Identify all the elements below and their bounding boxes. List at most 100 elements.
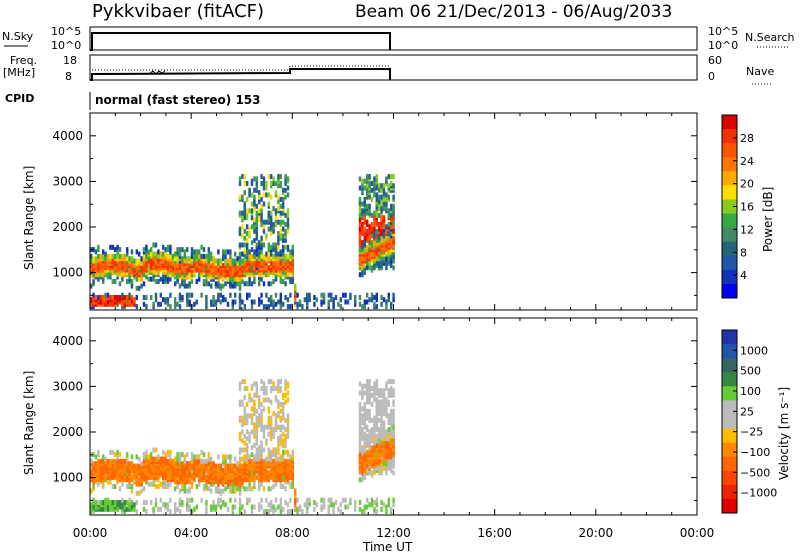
power-echo-cell [260, 299, 263, 305]
velocity-echo-cell [226, 481, 230, 487]
power-echo-cell [106, 253, 110, 259]
power-echo-cell [178, 247, 182, 253]
power-echo-cell [380, 301, 383, 307]
velocity-echo-cell [375, 401, 378, 407]
velocity-echo-cell [116, 458, 119, 464]
power-echo-cell [354, 295, 357, 300]
velocity-echo-cell [219, 488, 222, 494]
velocity-echo-cell [246, 401, 249, 407]
power-echo-cell [253, 176, 256, 182]
velocity-echo-cell [387, 388, 390, 394]
velocity-echo-cell [260, 497, 263, 503]
velocity-echo-cell [250, 413, 254, 419]
velocity-echo-cell [202, 484, 206, 489]
power-echo-cell [190, 247, 194, 253]
power-echo-cell [358, 272, 362, 278]
velocity-echo-cell [200, 470, 203, 476]
velocity-echo-cell [92, 484, 95, 489]
velocity-echo-cell [270, 386, 273, 391]
power-echo-cell [162, 263, 165, 268]
power-echo-cell [241, 174, 244, 180]
velocity-colorbar-segment [722, 414, 737, 430]
velocity-echo-cell [366, 388, 369, 394]
velocity-echo-cell [385, 429, 388, 435]
power-echo-cell [291, 276, 294, 282]
power-echo-cell [92, 256, 95, 262]
power-echo-cell [238, 281, 242, 287]
velocity-echo-cell [378, 388, 381, 394]
velocity-echo-cell [226, 463, 230, 469]
power-echo-cell [262, 228, 266, 234]
power-echo-cell [390, 181, 393, 186]
power-echo-cell [217, 258, 220, 264]
power-echo-cell [234, 299, 237, 305]
velocity-echo-cell [385, 509, 388, 515]
velocity-echo-cell [267, 447, 270, 453]
power-echo-cell [358, 226, 362, 232]
velocity-echo-cell [270, 415, 273, 421]
velocity-echo-cell [116, 500, 119, 505]
velocity-echo-cell [282, 438, 285, 444]
power-echo-cell [358, 176, 362, 182]
power-echo-cell [358, 212, 362, 218]
velocity-echo-cell [385, 461, 388, 467]
velocity-echo-cell [238, 447, 242, 453]
power-echo-cell [286, 176, 290, 182]
velocity-echo-cell [286, 422, 290, 428]
velocity-echo-cell [133, 463, 136, 469]
velocity-echo-cell [229, 454, 232, 460]
power-echo-cell [373, 226, 376, 232]
power-echo-cell [390, 203, 393, 209]
velocity-echo-cell [390, 386, 393, 391]
power-echo-cell [267, 201, 270, 207]
velocity-echo-cell [262, 447, 266, 453]
velocity-echo-cell [250, 397, 254, 403]
velocity-echo-cell [174, 486, 177, 492]
power-echo-cell [243, 281, 246, 287]
power-echo-cell [174, 256, 177, 262]
velocity-echo-cell [344, 497, 347, 503]
power-echo-cell [142, 301, 146, 307]
power-y-tick-label: 1000 [52, 266, 83, 280]
station-title: Pykkvibaer (fitACF) [92, 1, 264, 22]
power-echo-cell [109, 295, 112, 300]
velocity-echo-cell [241, 399, 244, 405]
velocity-echo-cell [282, 401, 285, 407]
velocity-echo-cell [387, 399, 390, 405]
velocity-echo-cell [238, 463, 242, 469]
power-echo-cell [102, 249, 105, 255]
velocity-echo-cell [258, 399, 261, 405]
power-echo-cell [282, 301, 285, 307]
velocity-y-axis-label: Slant Range [km] [22, 371, 36, 475]
power-echo-cell [267, 256, 270, 262]
velocity-echo-cell [363, 424, 366, 430]
power-echo-cell [210, 283, 213, 289]
power-echo-cell [375, 260, 378, 266]
power-echo-cell [272, 228, 275, 234]
velocity-echo-cell [243, 465, 246, 471]
power-echo-cell [118, 253, 122, 259]
velocity-echo-cell [111, 449, 114, 455]
velocity-echo-cell [224, 502, 227, 508]
velocity-echo-cell [198, 454, 201, 460]
velocity-echo-cell [147, 463, 150, 469]
power-echo-cell [390, 301, 393, 307]
velocity-echo-cell [370, 502, 374, 508]
power-echo-cell [339, 297, 342, 303]
velocity-echo-cell [195, 458, 198, 464]
power-echo-cell [246, 215, 249, 221]
velocity-echo-cell [195, 454, 198, 460]
velocity-echo-cell [248, 436, 251, 442]
power-echo-cell [368, 235, 371, 241]
power-echo-cell [123, 272, 126, 278]
power-echo-cell [330, 297, 333, 303]
velocity-echo-cell [385, 401, 388, 407]
power-echo-cell [390, 258, 393, 264]
power-echo-cell [322, 292, 326, 298]
power-echo-cell [366, 203, 369, 209]
velocity-echo-cell [186, 506, 189, 512]
power-echo-cell [152, 301, 155, 307]
power-echo-cell [262, 181, 266, 186]
velocity-echo-cell [181, 461, 184, 467]
power-echo-cell [370, 240, 374, 246]
